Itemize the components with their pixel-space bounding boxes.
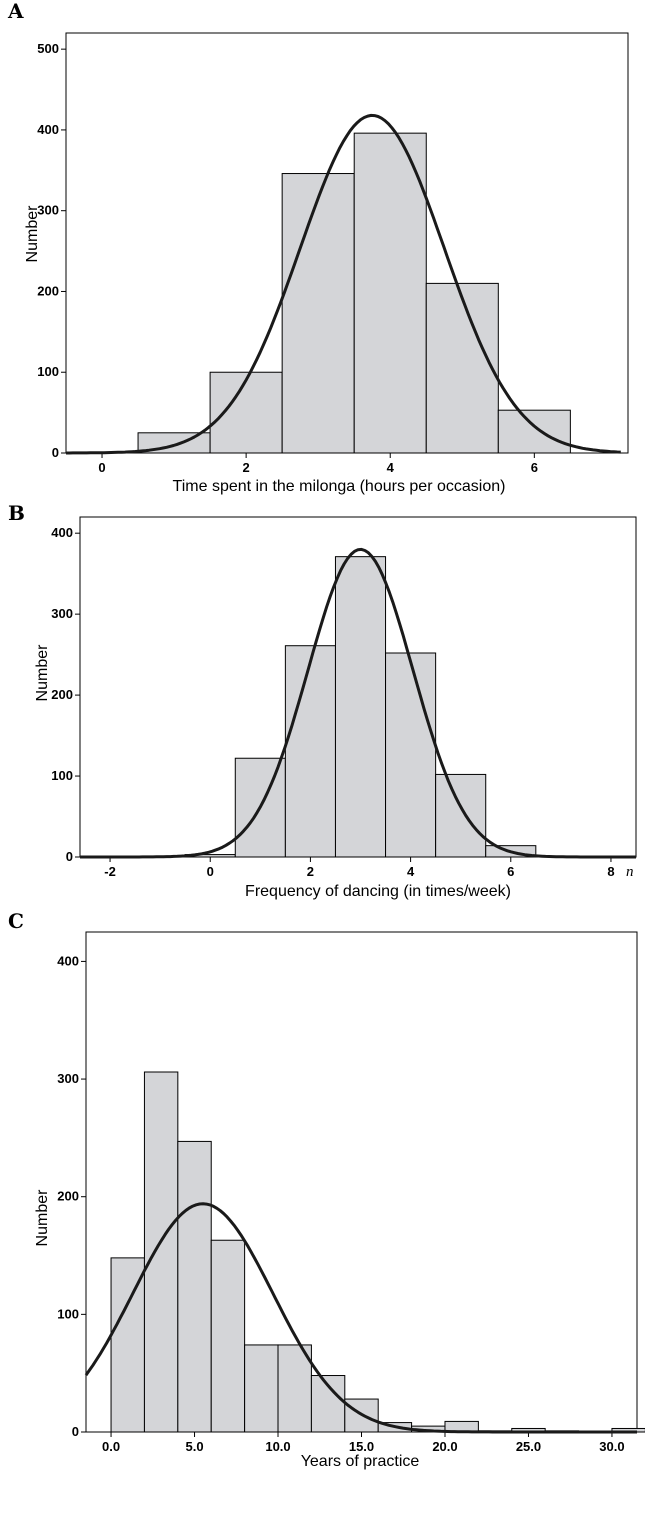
panel-c-x-tick-label-3: 15.0 [349, 1439, 374, 1454]
panel-c-x-tick-label-5: 25.0 [516, 1439, 541, 1454]
panel-c-axes: 0 100 200 300 400 0.0 5.0 10.0 15.0 20.0 25.0 30.0 [57, 953, 624, 1454]
panel-a-y-axis-title: Number [24, 205, 41, 263]
panel-c: C 0 100 200 300 400 0.0 5.0 10.0 15.0 20.0 25.0 30.… [8, 909, 645, 1470]
panel-c-bar-1 [143, 1071, 179, 1433]
panel-b-curve [80, 547, 636, 859]
panel-b-y-tick-label-2: 200 [51, 687, 73, 702]
panel-a-label: A [7, 0, 24, 23]
panel-b-bar-5 [435, 773, 487, 858]
panel-a-y-tick-label-1: 100 [37, 364, 59, 379]
panel-c-y-tick-label-2: 200 [57, 1189, 79, 1204]
panel-b-x-tick-label-3: 4 [407, 864, 415, 879]
panel-b-bar-4 [385, 652, 437, 858]
panel-b-y-tick-label-4: 400 [51, 525, 73, 540]
panel-b-x-tick-label-5: 8 [607, 864, 614, 879]
panel-a-bar-3 [353, 132, 427, 454]
panel-a-x-tick-label-1: 2 [243, 460, 250, 475]
panel-b-x-tick-label-1: 0 [207, 864, 214, 879]
panel-b-x-tick-label-4: 6 [507, 864, 514, 879]
panel-a-x-tick-label-2: 4 [387, 460, 395, 475]
panel-c-curve [84, 1202, 637, 1434]
panel-b-y-tick-label-1: 100 [51, 768, 73, 783]
panel-c-y-axis-title: Number [34, 1189, 51, 1247]
panel-b-annotation: n [626, 864, 634, 880]
panel-a-bar-4 [425, 282, 499, 454]
panel-a-x-tick-label-3: 6 [531, 460, 538, 475]
panel-c-bar-2 [177, 1140, 212, 1433]
panel-b-bar-2 [284, 645, 336, 858]
panel-c-y-tick-label-0: 0 [72, 1424, 79, 1439]
panel-a-x-axis-title: Time spent in the milonga (hours per occ… [173, 478, 506, 495]
panel-a-curve [66, 113, 621, 455]
panel-c-normal-curve [84, 1202, 637, 1434]
panel-a-bar-5 [497, 409, 571, 454]
panel-b-normal-curve [80, 547, 636, 859]
panel-c-label: C [8, 909, 24, 933]
panel-a-bar-1 [209, 371, 283, 454]
panel-a-y-tick-label-3: 300 [37, 203, 59, 218]
panel-b-x-axis-title: Frequency of dancing (in times/week) [245, 883, 511, 900]
panel-a-normal-curve [66, 113, 621, 455]
panel-a-bars [137, 132, 571, 454]
panel-b-bar-3 [334, 556, 387, 858]
panel-c-bar-3 [210, 1239, 246, 1433]
panel-b-x-tick-label-2: 2 [307, 864, 314, 879]
panel-b-y-tick-label-3: 300 [51, 606, 73, 621]
panel-a-y-tick-label-0: 0 [52, 445, 59, 460]
panel-c-x-axis-title: Years of practice [301, 1453, 420, 1470]
panel-b-bars [184, 556, 587, 858]
panel-a-y-tick-label-4: 400 [37, 122, 59, 137]
panel-b-label: B [8, 501, 25, 525]
panel-a-y-tick-label-5: 500 [37, 41, 59, 56]
panel-c-x-tick-label-4: 20.0 [432, 1439, 457, 1454]
panel-c-bars [110, 1071, 645, 1433]
panel-b-y-tick-label-0: 0 [66, 849, 73, 864]
panel-a-x-tick-label-0: 0 [98, 460, 105, 475]
panel-c-bar-0 [110, 1257, 145, 1433]
panel-c-x-tick-label-6: 30.0 [599, 1439, 624, 1454]
panel-c-bar-5 [277, 1344, 312, 1433]
panel-c-x-tick-label-0: 0.0 [102, 1439, 120, 1454]
panel-c-y-tick-label-3: 300 [57, 1071, 79, 1086]
panel-c-bar-4 [244, 1344, 279, 1433]
panel-b-x-tick-label-0: -2 [104, 864, 116, 879]
panel-c-x-tick-label-2: 10.0 [265, 1439, 290, 1454]
panel-c-x-tick-label-1: 5.0 [185, 1439, 203, 1454]
panel-b: B 0 100 200 300 400 -2 0 2 4 6 8 Frequency of danc… [8, 501, 637, 900]
panel-a-axes: 0 100 200 300 400 500 0 2 4 6 [37, 41, 538, 475]
panel-b-axes: 0 100 200 300 400 -2 0 2 4 6 8 [51, 525, 614, 879]
panel-c-y-tick-label-1: 100 [57, 1306, 79, 1321]
panel-c-y-tick-label-4: 400 [57, 953, 79, 968]
panel-a-bar-2 [281, 173, 355, 454]
panel-a: A 0 100 200 300 400 500 0 2 4 6 Time spent in the… [7, 0, 629, 495]
panel-b-y-axis-title: Number [34, 644, 51, 702]
panel-a-y-tick-label-2: 200 [37, 283, 59, 298]
